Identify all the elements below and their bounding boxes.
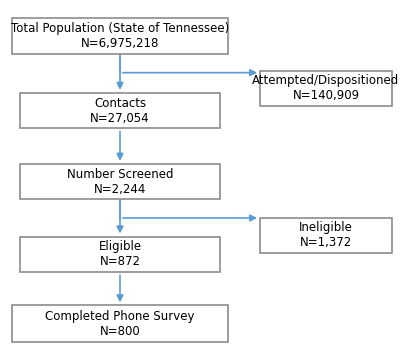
Text: Completed Phone Survey
N=800: Completed Phone Survey N=800 (45, 310, 195, 337)
Text: Total Population (State of Tennessee)
N=6,975,218: Total Population (State of Tennessee) N=… (11, 22, 229, 50)
Text: Attempted/Dispositioned
N=140,909: Attempted/Dispositioned N=140,909 (252, 74, 400, 102)
Text: Eligible
N=872: Eligible N=872 (98, 240, 142, 268)
FancyBboxPatch shape (20, 93, 220, 128)
Text: Ineligible
N=1,372: Ineligible N=1,372 (299, 221, 353, 249)
FancyBboxPatch shape (20, 164, 220, 199)
FancyBboxPatch shape (20, 237, 220, 272)
FancyBboxPatch shape (260, 71, 392, 106)
FancyBboxPatch shape (12, 18, 228, 55)
Text: Contacts
N=27,054: Contacts N=27,054 (90, 97, 150, 125)
FancyBboxPatch shape (12, 306, 228, 342)
FancyBboxPatch shape (260, 218, 392, 253)
Text: Number Screened
N=2,244: Number Screened N=2,244 (67, 168, 173, 195)
